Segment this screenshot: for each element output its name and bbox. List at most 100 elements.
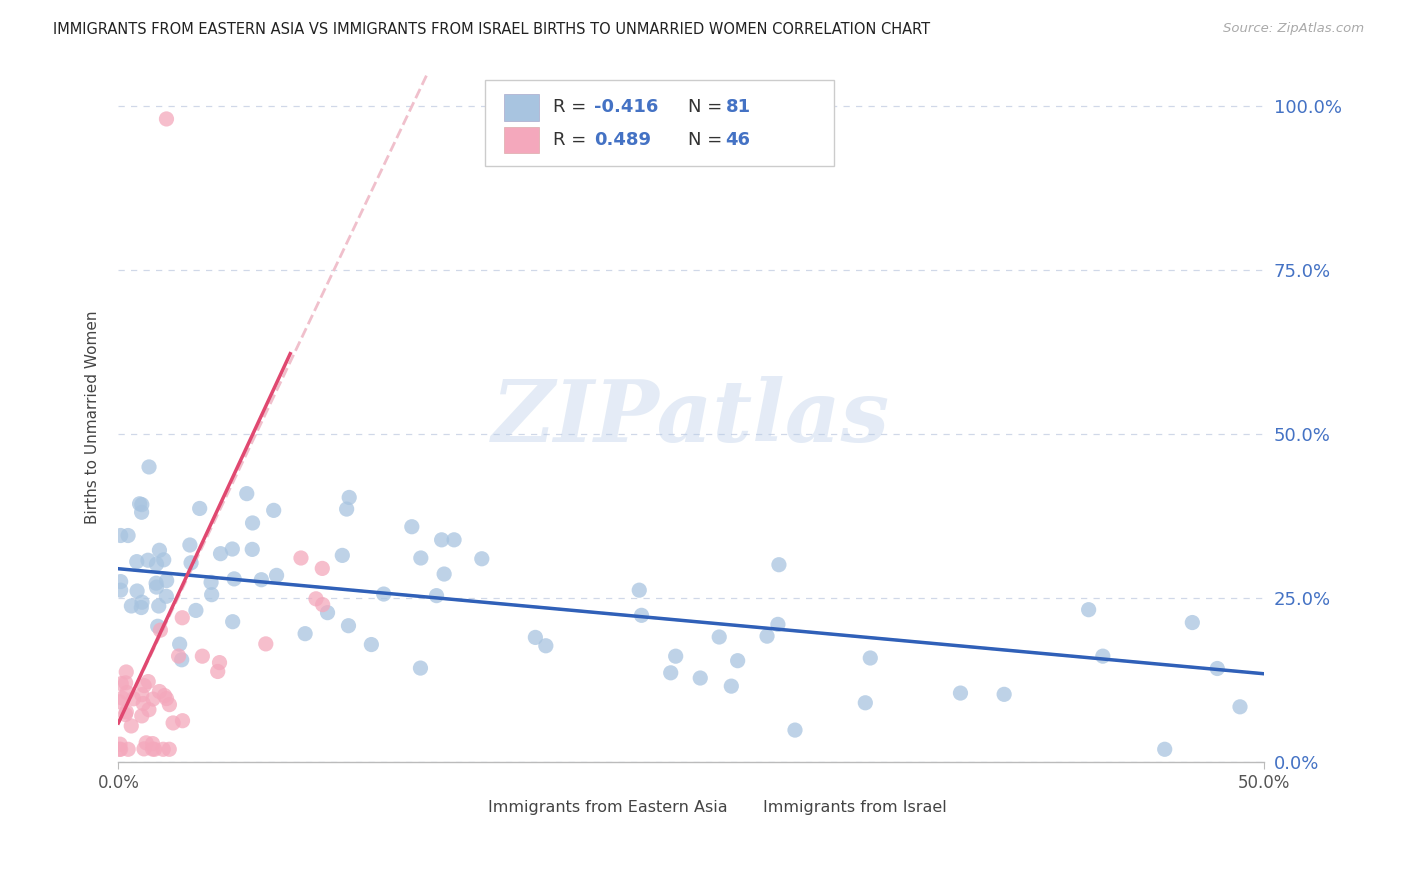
Point xyxy=(141,742,163,756)
Text: Source: ZipAtlas.com: Source: ZipAtlas.com xyxy=(1223,22,1364,36)
Point xyxy=(110,742,132,756)
Point xyxy=(221,541,243,556)
Point xyxy=(157,742,180,756)
Point xyxy=(311,598,333,612)
FancyBboxPatch shape xyxy=(485,80,834,166)
Point xyxy=(122,691,145,706)
Point xyxy=(1091,649,1114,664)
Point xyxy=(221,615,243,629)
Point xyxy=(131,505,153,519)
Point xyxy=(136,674,159,689)
Point xyxy=(184,603,207,617)
Point xyxy=(337,491,360,505)
Point xyxy=(1181,615,1204,630)
Point xyxy=(110,583,132,598)
Point xyxy=(430,533,453,547)
Text: R =: R = xyxy=(553,131,592,149)
Bar xyxy=(505,95,538,120)
Point xyxy=(727,654,749,668)
Point xyxy=(188,501,211,516)
Point xyxy=(191,649,214,664)
Point xyxy=(409,661,432,675)
Bar xyxy=(731,797,756,818)
Point xyxy=(665,649,688,664)
Point xyxy=(766,617,789,632)
Point xyxy=(145,576,167,591)
Point xyxy=(201,588,224,602)
Text: IMMIGRANTS FROM EASTERN ASIA VS IMMIGRANTS FROM ISRAEL BIRTHS TO UNMARRIED WOMEN: IMMIGRANTS FROM EASTERN ASIA VS IMMIGRAN… xyxy=(53,22,931,37)
Point xyxy=(290,551,312,566)
Point xyxy=(169,637,191,651)
Point xyxy=(128,497,150,511)
Point xyxy=(756,629,779,643)
Point xyxy=(360,638,382,652)
Point xyxy=(373,587,395,601)
Point xyxy=(110,574,132,589)
Point xyxy=(628,583,651,598)
Point xyxy=(337,618,360,632)
Point xyxy=(148,684,170,698)
Point xyxy=(146,619,169,633)
Point xyxy=(138,459,160,474)
Point xyxy=(142,692,165,706)
Point xyxy=(316,606,339,620)
Text: 46: 46 xyxy=(725,131,751,149)
Point xyxy=(117,742,139,756)
Point xyxy=(768,558,790,572)
Point xyxy=(136,553,159,567)
Point xyxy=(155,589,177,603)
Point xyxy=(157,698,180,712)
Point xyxy=(138,703,160,717)
Point xyxy=(131,688,153,702)
Point xyxy=(145,557,167,571)
Point xyxy=(115,705,138,719)
Point xyxy=(709,630,731,644)
Point xyxy=(155,691,177,706)
Point xyxy=(125,555,148,569)
Point xyxy=(240,542,263,557)
Point xyxy=(110,528,132,542)
Point xyxy=(143,742,166,756)
Point xyxy=(1206,661,1229,675)
Point xyxy=(110,676,132,690)
Point xyxy=(132,742,155,756)
Text: 0.489: 0.489 xyxy=(593,131,651,149)
Point xyxy=(142,737,165,751)
Point xyxy=(207,665,229,679)
Point xyxy=(131,709,153,723)
Text: 81: 81 xyxy=(725,98,751,117)
Point xyxy=(153,689,176,703)
Point xyxy=(250,573,273,587)
Point xyxy=(172,611,194,625)
Point xyxy=(534,639,557,653)
Point xyxy=(433,567,456,582)
Point xyxy=(524,631,547,645)
Point xyxy=(131,498,153,512)
Point xyxy=(167,649,190,664)
Point xyxy=(471,551,494,566)
Point xyxy=(1229,699,1251,714)
Text: ZIPatlas: ZIPatlas xyxy=(492,376,890,459)
Point xyxy=(148,599,170,613)
Point xyxy=(689,671,711,685)
Point xyxy=(209,547,232,561)
Point xyxy=(336,502,359,516)
Point xyxy=(156,574,179,588)
Point xyxy=(120,599,142,613)
Text: -0.416: -0.416 xyxy=(593,98,658,117)
Point xyxy=(859,651,882,665)
Point xyxy=(236,486,259,500)
Point xyxy=(630,608,652,623)
Point xyxy=(200,575,222,590)
Point xyxy=(170,653,193,667)
Text: R =: R = xyxy=(553,98,592,117)
Text: N =: N = xyxy=(688,131,728,149)
Point xyxy=(305,591,328,606)
Point xyxy=(131,595,153,609)
Point xyxy=(242,516,264,530)
Point xyxy=(148,543,170,558)
Point xyxy=(132,697,155,711)
Point xyxy=(294,626,316,640)
Point xyxy=(409,551,432,566)
Text: Immigrants from Eastern Asia: Immigrants from Eastern Asia xyxy=(488,800,728,814)
